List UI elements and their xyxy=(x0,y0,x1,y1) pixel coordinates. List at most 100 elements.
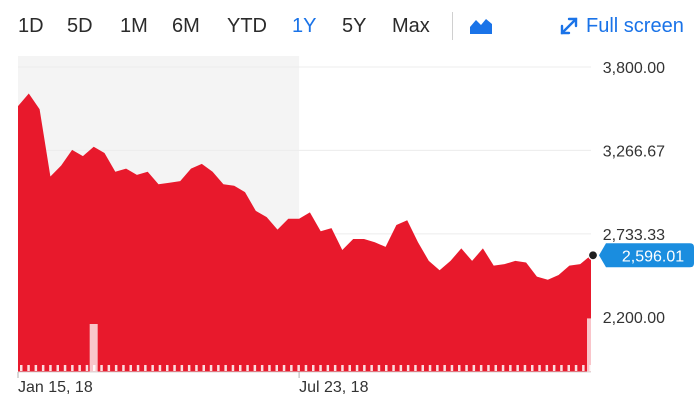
baseline-tick xyxy=(297,365,300,371)
baseline-tick xyxy=(589,365,592,371)
baseline-tick xyxy=(501,365,505,371)
baseline-tick xyxy=(231,365,235,371)
baseline-tick xyxy=(224,365,227,371)
baseline-tick xyxy=(41,365,45,371)
baseline-tick xyxy=(312,365,315,371)
fullscreen-button[interactable]: Full screen xyxy=(558,12,684,40)
baseline-tick xyxy=(275,365,278,371)
baseline-tick xyxy=(355,365,359,371)
baseline-tick xyxy=(472,365,476,371)
y-axis: 2,200.00 2,733.33 3,266.67 3,800.00 xyxy=(603,60,665,327)
baseline-tick xyxy=(282,365,286,371)
last-value-dot xyxy=(587,250,599,261)
range-button-6m[interactable]: 6M xyxy=(172,12,200,40)
x-tick-label: Jan 15, 18 xyxy=(18,379,93,396)
baseline-tick xyxy=(363,365,366,371)
expand-arrows-icon xyxy=(560,17,578,35)
baseline-tick xyxy=(567,365,570,371)
baseline-tick xyxy=(268,365,271,371)
baseline-tick xyxy=(246,365,249,371)
baseline-tick xyxy=(173,365,176,371)
range-button-5y[interactable]: 5Y xyxy=(342,12,366,40)
y-tick-label: 3,800.00 xyxy=(603,60,665,77)
range-button-1m[interactable]: 1M xyxy=(120,12,148,40)
baseline-tick xyxy=(209,365,213,371)
baseline-tick xyxy=(348,365,351,371)
baseline-tick xyxy=(538,365,541,371)
baseline-tick xyxy=(414,365,417,371)
baseline-tick xyxy=(341,365,344,371)
baseline-tick xyxy=(465,365,468,371)
baseline-tick xyxy=(78,365,81,371)
baseline-tick xyxy=(516,365,519,371)
range-button-max[interactable]: Max xyxy=(392,12,430,40)
y-tick-label: 2,200.00 xyxy=(603,310,665,327)
baseline-tick xyxy=(122,365,125,371)
baseline-tick xyxy=(100,365,103,371)
baseline-tick xyxy=(260,365,264,371)
baseline-tick xyxy=(253,365,257,371)
baseline-tick xyxy=(195,365,198,371)
baseline-tick xyxy=(85,365,89,371)
baseline-tick xyxy=(523,365,527,371)
baseline-tick xyxy=(136,365,140,371)
area-chart-icon[interactable] xyxy=(468,14,494,38)
baseline-tick xyxy=(582,365,585,371)
volume-bar xyxy=(587,318,595,372)
baseline-tick xyxy=(304,365,308,371)
range-button-1d[interactable]: 1D xyxy=(18,12,44,40)
baseline-tick xyxy=(27,365,30,371)
range-button-ytd[interactable]: YTD xyxy=(227,12,267,40)
baseline-tick xyxy=(187,365,191,371)
volume-bars xyxy=(89,318,595,372)
y-tick-label: 3,266.67 xyxy=(603,143,665,160)
baseline-tick xyxy=(20,365,23,371)
price-area xyxy=(18,93,591,372)
baseline-tick xyxy=(487,365,490,371)
baseline-tick xyxy=(458,365,461,371)
baseline-tick xyxy=(151,365,154,371)
baseline-tick xyxy=(545,365,549,371)
baseline-tick xyxy=(239,365,242,371)
last-value-marker: 2,596.01 xyxy=(587,243,694,268)
range-button-1y[interactable]: 1Y xyxy=(292,12,316,40)
fullscreen-label: Full screen xyxy=(586,15,684,37)
baseline-tick xyxy=(49,365,52,371)
baseline-tick xyxy=(385,365,388,371)
baseline-tick xyxy=(129,365,132,371)
baseline-tick xyxy=(574,365,578,371)
baseline-tick xyxy=(370,365,373,371)
baseline-tick xyxy=(56,365,59,371)
baseline-tick xyxy=(180,365,184,371)
baseline-tick xyxy=(560,365,563,371)
baseline-tick xyxy=(479,365,483,371)
range-button-5d[interactable]: 5D xyxy=(67,12,93,40)
baseline-tick xyxy=(509,365,512,371)
baseline-tick xyxy=(450,365,454,371)
baseline-tick xyxy=(319,365,322,371)
baseline-tick xyxy=(217,365,220,371)
baseline-ticks xyxy=(20,365,592,371)
baseline-tick xyxy=(93,365,96,371)
baseline-tick xyxy=(107,365,111,371)
baseline-tick xyxy=(63,365,67,371)
baseline-tick xyxy=(202,365,205,371)
baseline-tick xyxy=(290,365,293,371)
baseline-tick xyxy=(421,365,424,371)
baseline-tick xyxy=(158,365,162,371)
chart-toolbar: 1D 5D 1M 6M YTD 1Y 5Y Max Full screen xyxy=(0,0,700,52)
baseline-tick xyxy=(443,365,446,371)
last-value-label: 2,596.01 xyxy=(622,248,684,265)
x-tick-label: Jul 23, 18 xyxy=(299,379,368,396)
baseline-tick xyxy=(71,365,74,371)
last-value-badge xyxy=(599,243,694,268)
baseline-tick xyxy=(531,365,534,371)
baseline-tick xyxy=(326,365,330,371)
baseline-tick xyxy=(494,365,497,371)
y-tick-label: 2,733.33 xyxy=(603,227,665,244)
volume-bar xyxy=(89,324,98,372)
baseline-tick xyxy=(34,365,38,371)
baseline-tick xyxy=(114,365,118,371)
baseline-tick xyxy=(166,365,169,371)
